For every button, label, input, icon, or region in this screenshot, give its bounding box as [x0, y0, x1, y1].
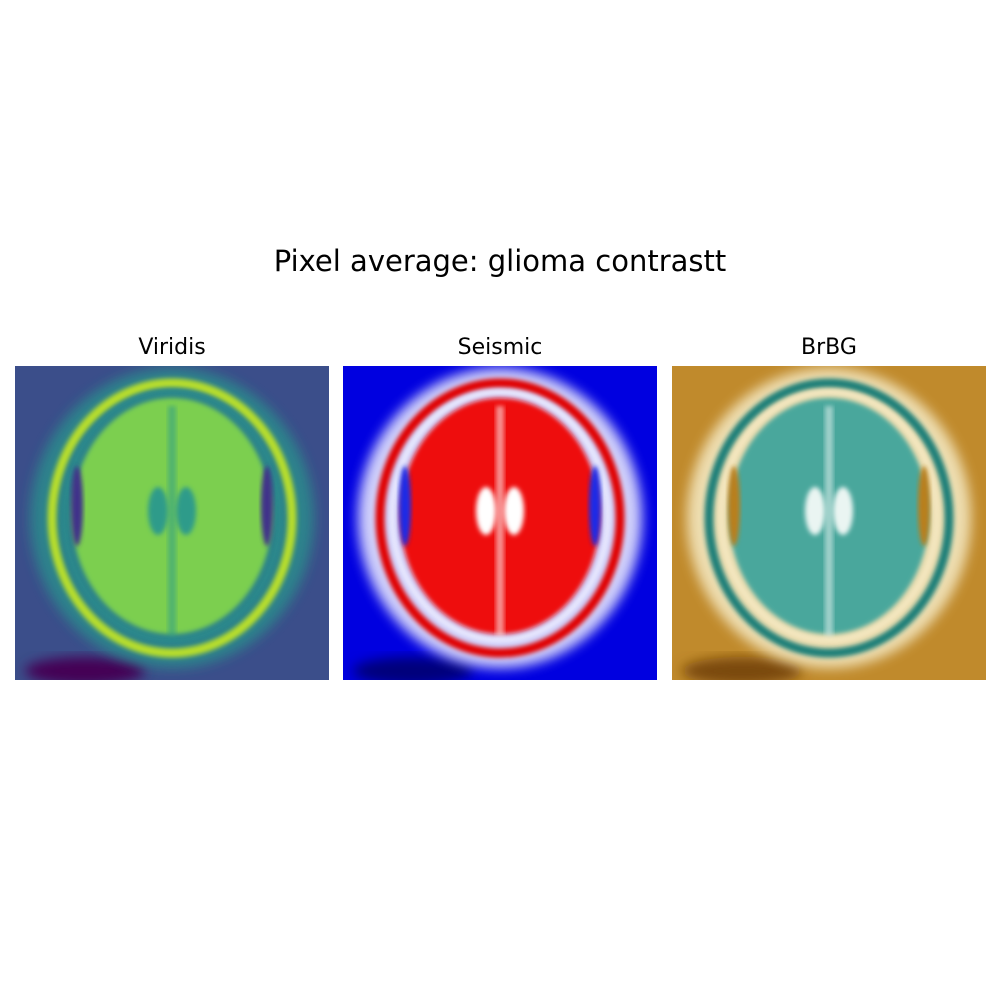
midline	[825, 406, 833, 636]
left-ventricle	[476, 487, 496, 535]
right-lateral-band	[261, 466, 273, 546]
right-lateral-band	[918, 466, 930, 546]
heatmap-image-viridis	[15, 366, 329, 680]
left-lateral-band	[728, 466, 740, 546]
left-ventricle	[805, 487, 825, 535]
panel-brbg: BrBG	[672, 333, 986, 680]
right-ventricle	[176, 487, 196, 535]
right-ventricle	[504, 487, 524, 535]
panel-seismic: Seismic	[343, 333, 657, 680]
heatmap-image-seismic	[343, 366, 657, 680]
right-ventricle	[833, 487, 853, 535]
left-lateral-band	[71, 466, 83, 546]
panel-title-seismic: Seismic	[343, 333, 657, 366]
left-lateral-band	[399, 466, 411, 546]
heatmap-image-brbg	[672, 366, 986, 680]
midline	[496, 406, 504, 636]
panel-title-viridis: Viridis	[15, 333, 329, 366]
panel-viridis: Viridis	[15, 333, 329, 680]
midline	[168, 406, 176, 636]
figure-title: Pixel average: glioma contrastt	[0, 244, 1000, 278]
left-ventricle	[148, 487, 168, 535]
panel-title-brbg: BrBG	[672, 333, 986, 366]
right-lateral-band	[589, 466, 601, 546]
